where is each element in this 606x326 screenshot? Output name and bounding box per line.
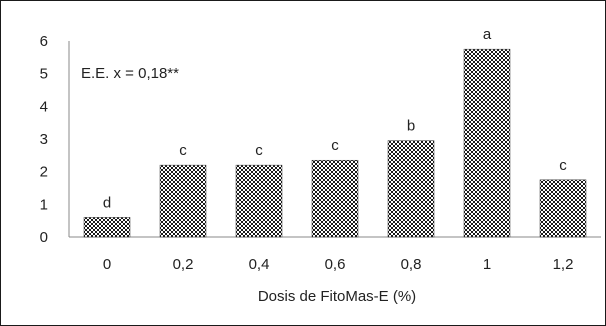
x-axis-title: Dosis de FitoMas-E (%)	[258, 288, 416, 305]
y-tick-label: 2	[40, 164, 48, 181]
bar	[159, 164, 207, 238]
x-tick-label: 1	[483, 256, 491, 273]
x-tick-label: 1,2	[553, 256, 574, 273]
y-tick-labels: 0 1 2 3 4 5 6	[40, 33, 48, 246]
y-tick-label: 0	[40, 229, 48, 246]
y-tick-label: 4	[40, 98, 48, 115]
significance-letter: c	[179, 142, 187, 159]
significance-letter: c	[331, 137, 339, 154]
bars	[83, 48, 587, 238]
x-tick-labels: 0 0,2 0,4 0,6 0,8 1 1,2	[103, 256, 574, 273]
significance-letter: c	[559, 157, 567, 174]
significance-letter: d	[103, 194, 111, 211]
bar	[311, 159, 359, 238]
bar	[463, 48, 511, 238]
standard-error-annotation: E.E. x = 0,18**	[81, 65, 179, 82]
bar	[83, 217, 131, 238]
bar	[235, 164, 283, 238]
significance-letter: b	[407, 118, 415, 135]
x-tick-label: 0,8	[401, 256, 422, 273]
bar-significance-letters: d c c c b a c	[103, 26, 567, 211]
y-tick-label: 6	[40, 33, 48, 50]
significance-letter: c	[255, 142, 263, 159]
y-tick-label: 5	[40, 66, 48, 83]
x-tick-label: 0,2	[173, 256, 194, 273]
significance-letter: a	[483, 26, 492, 43]
y-tick-label: 1	[40, 196, 48, 213]
y-tick-label: 3	[40, 131, 48, 148]
bar	[387, 140, 435, 238]
bar	[539, 179, 587, 238]
x-tick-label: 0,4	[249, 256, 270, 273]
x-tick-label: 0	[103, 256, 111, 273]
x-tick-label: 0,6	[325, 256, 346, 273]
